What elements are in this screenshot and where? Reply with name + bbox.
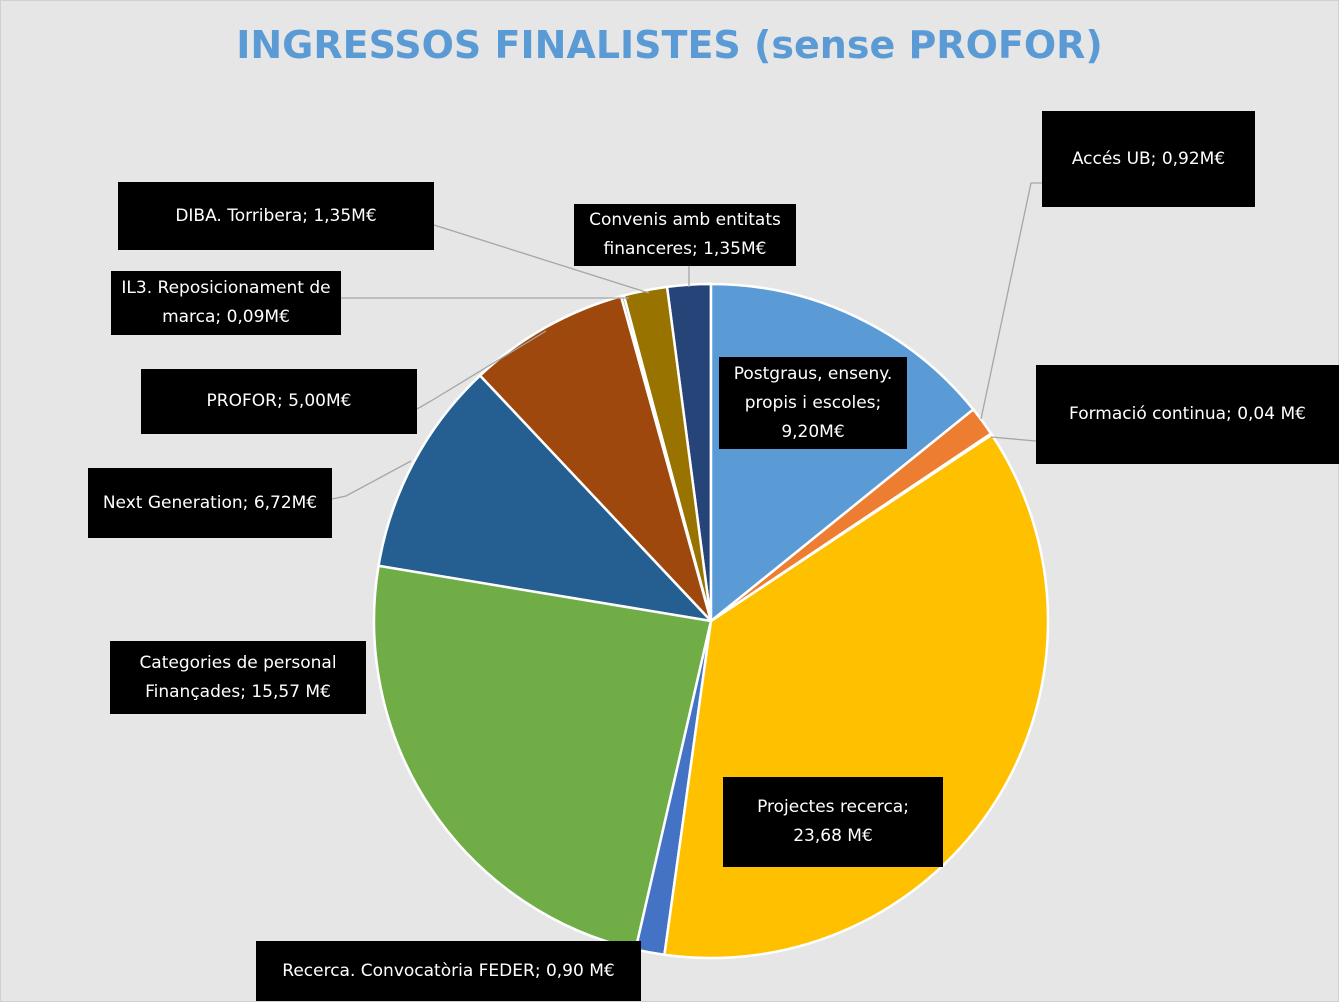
data-label: Accés UB; 0,92M€ bbox=[1042, 111, 1255, 207]
category-label: Recerca. Convocatòria FEDER; bbox=[282, 960, 541, 981]
value-label: 5,00M€ bbox=[288, 391, 352, 411]
data-label-text: Recerca. Convocatòria FEDER; 0,90 M€ bbox=[282, 957, 614, 986]
data-label: DIBA. Torribera; 1,35M€ bbox=[118, 182, 434, 250]
data-label: PROFOR; 5,00M€ bbox=[141, 369, 417, 434]
data-label: Formació continua; 0,04 M€ bbox=[1036, 365, 1339, 464]
data-label-text: Categories de personal Finançades; 15,57… bbox=[120, 649, 356, 707]
category-label: Projectes recerca; bbox=[757, 797, 909, 817]
category-label: Categories de personal Finançades; bbox=[139, 652, 337, 702]
category-label: DIBA. Torribera; bbox=[175, 205, 308, 226]
leader-line bbox=[416, 330, 547, 410]
data-label-text: Postgraus, enseny. propis i escoles; 9,2… bbox=[729, 360, 897, 447]
value-label: 15,57 M€ bbox=[251, 681, 331, 702]
data-label: Postgraus, enseny. propis i escoles; 9,2… bbox=[719, 357, 907, 449]
pie-slice bbox=[372, 564, 713, 951]
value-label: 23,68 M€ bbox=[793, 826, 873, 846]
data-label: Projectes recerca; 23,68 M€ bbox=[723, 777, 943, 867]
category-label: Accés UB; bbox=[1071, 148, 1157, 169]
value-label: 0,92M€ bbox=[1161, 148, 1226, 169]
category-label: PROFOR; bbox=[206, 391, 283, 411]
data-label-text: Formació continua; 0,04 M€ bbox=[1069, 400, 1306, 429]
chart-title: INGRESSOS FINALISTES (sense PROFOR) bbox=[236, 23, 1103, 67]
data-label: Categories de personal Finançades; 15,57… bbox=[110, 641, 366, 714]
value-label: 6,72M€ bbox=[253, 492, 318, 513]
category-label: IL3. Reposicionament de marca; bbox=[121, 278, 331, 327]
leader-line bbox=[433, 224, 650, 294]
leader-line bbox=[990, 436, 1037, 442]
data-label-text: Accés UB; 0,92M€ bbox=[1072, 145, 1225, 174]
data-label-text: Projectes recerca; 23,68 M€ bbox=[733, 793, 933, 851]
pie-slice bbox=[377, 373, 715, 623]
value-label: 1,35M€ bbox=[313, 205, 377, 226]
data-label: Next Generation; 6,72M€ bbox=[88, 468, 332, 538]
data-label-text: DIBA. Torribera; 1,35M€ bbox=[175, 202, 376, 231]
data-label-text: IL3. Reposicionament de marca; 0,09M€ bbox=[121, 274, 331, 332]
value-label: 0,90 M€ bbox=[545, 960, 615, 981]
category-label: Next Generation; bbox=[102, 492, 249, 513]
category-label: Formació continua; bbox=[1069, 404, 1232, 424]
data-label-text: Next Generation; 6,72M€ bbox=[103, 489, 317, 518]
data-label: Convenis amb entitats financeres; 1,35M€ bbox=[574, 204, 796, 266]
leader-line bbox=[980, 182, 1042, 420]
leader-line bbox=[331, 460, 412, 500]
leader-lines bbox=[331, 182, 1042, 500]
value-label: 1,35M€ bbox=[703, 239, 767, 259]
data-label-text: Convenis amb entitats financeres; 1,35M€ bbox=[584, 206, 786, 264]
data-label: Recerca. Convocatòria FEDER; 0,90 M€ bbox=[256, 941, 641, 1001]
value-label: 0,04 M€ bbox=[1237, 404, 1306, 424]
value-label: 9,20M€ bbox=[781, 421, 845, 442]
value-label: 0,09M€ bbox=[226, 307, 290, 327]
category-label: Convenis amb entitats financeres; bbox=[589, 210, 781, 259]
category-label: Postgraus, enseny. propis i escoles; bbox=[733, 363, 893, 413]
data-label: IL3. Reposicionament de marca; 0,09M€ bbox=[111, 271, 341, 335]
data-label-text: PROFOR; 5,00M€ bbox=[207, 387, 352, 416]
